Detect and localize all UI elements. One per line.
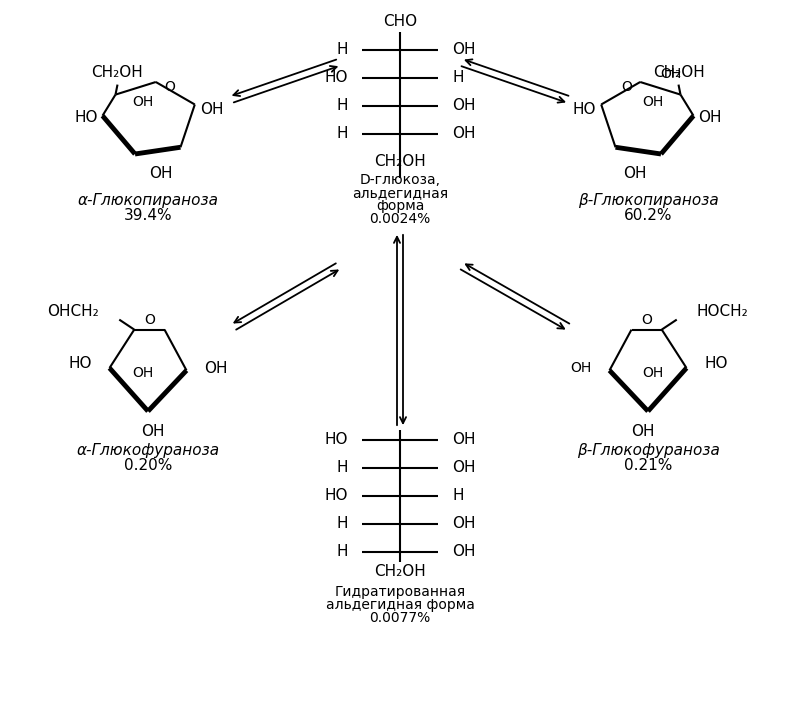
Text: α-Глюкофураноза: α-Глюкофураноза [76,443,220,457]
Text: H: H [336,42,348,57]
Text: OH: OH [149,166,173,182]
Text: HO: HO [573,102,596,117]
Text: H: H [336,98,348,113]
Text: альдегидная: альдегидная [352,186,448,200]
Text: H: H [336,545,348,560]
Text: H: H [452,71,463,86]
Text: OH: OH [452,42,475,57]
Text: CH₂OH: CH₂OH [92,65,143,80]
Text: HO: HO [68,356,92,371]
Text: OH: OH [660,67,681,81]
Text: H: H [336,126,348,142]
Text: 39.4%: 39.4% [124,207,173,222]
Text: H: H [452,489,463,504]
Text: OH: OH [200,102,224,117]
Text: OHCH₂: OHCH₂ [48,304,100,319]
Text: OH: OH [452,126,475,142]
Text: H: H [336,460,348,475]
Text: альдегидная форма: альдегидная форма [326,598,475,612]
Text: HO: HO [705,356,728,371]
Text: 0.21%: 0.21% [624,457,672,473]
Text: O: O [164,80,175,94]
Text: OH: OH [452,98,475,113]
Text: OH: OH [132,95,154,109]
Text: OH: OH [698,111,722,125]
Text: 0.0024%: 0.0024% [369,212,431,226]
Text: O: O [144,313,155,326]
Text: OH: OH [631,424,654,438]
Text: OH: OH [141,424,164,438]
Text: Гидратированная: Гидратированная [335,585,466,599]
Text: α-Глюкопираноза: α-Глюкопираноза [78,193,219,207]
Text: β-Глюкопираноза: β-Глюкопираноза [578,193,718,207]
Text: OH: OH [452,545,475,560]
Text: CHO: CHO [383,15,417,30]
Text: OH: OH [642,366,663,380]
Text: HO: HO [325,71,348,86]
Text: D-глюкоза,: D-глюкоза, [360,173,441,187]
Text: 60.2%: 60.2% [624,207,672,222]
Text: HO: HO [74,111,97,125]
Text: CH₂OH: CH₂OH [653,65,705,80]
Text: OH: OH [452,433,475,448]
Text: OH: OH [642,95,663,109]
Text: O: O [642,313,652,326]
Text: OH: OH [452,460,475,475]
Text: H: H [336,516,348,531]
Text: 0.20%: 0.20% [124,457,173,473]
Text: HO: HO [325,433,348,448]
Text: OH: OH [624,166,647,182]
Text: форма: форма [376,199,424,213]
Text: CH₂OH: CH₂OH [374,564,426,579]
Text: HO: HO [325,489,348,504]
Text: OH: OH [204,361,228,376]
Text: O: O [620,80,632,94]
Text: OH: OH [570,361,591,375]
Text: β-Глюкофураноза: β-Глюкофураноза [577,443,719,457]
Text: CH₂OH: CH₂OH [374,155,426,169]
Text: OH: OH [132,366,154,380]
Text: 0.0077%: 0.0077% [369,611,431,625]
Text: HOCH₂: HOCH₂ [697,304,748,319]
Text: OH: OH [452,516,475,531]
